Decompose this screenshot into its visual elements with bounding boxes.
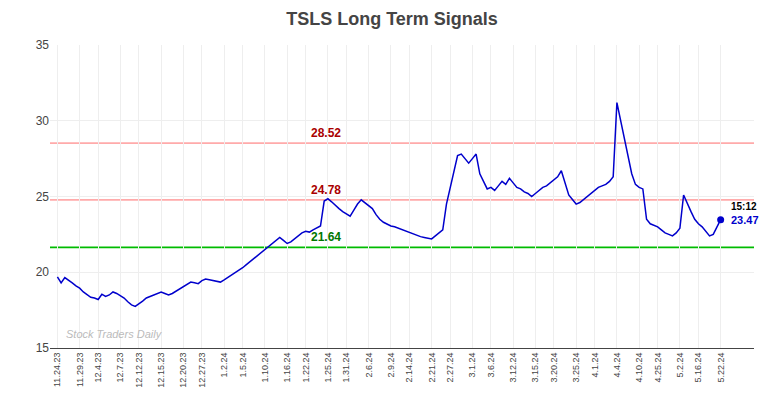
svg-text:2.21.24: 2.21.24	[427, 353, 437, 383]
svg-text:23.47: 23.47	[731, 214, 759, 226]
svg-text:12.7.23: 12.7.23	[115, 353, 125, 383]
svg-text:4.25.24: 4.25.24	[653, 353, 663, 383]
svg-text:3.25.24: 3.25.24	[571, 353, 581, 383]
svg-text:25: 25	[36, 190, 50, 204]
svg-text:TSLS Long Term Signals: TSLS Long Term Signals	[286, 9, 498, 29]
svg-text:12.20.23: 12.20.23	[178, 353, 188, 388]
svg-text:21.64: 21.64	[311, 230, 341, 244]
svg-text:3.1.24: 3.1.24	[467, 353, 477, 378]
svg-text:1.10.24: 1.10.24	[260, 353, 270, 383]
svg-text:35: 35	[36, 38, 50, 52]
svg-text:1.5.24: 1.5.24	[238, 353, 248, 378]
svg-text:12.4.23: 12.4.23	[93, 353, 103, 383]
svg-text:15:12: 15:12	[731, 201, 757, 212]
svg-text:1.2.24: 1.2.24	[219, 353, 229, 378]
svg-text:2.14.24: 2.14.24	[404, 353, 414, 383]
svg-text:1.22.24: 1.22.24	[301, 353, 311, 383]
svg-text:Stock Traders Daily: Stock Traders Daily	[66, 328, 163, 340]
svg-text:15: 15	[36, 341, 50, 355]
svg-text:1.16.24: 1.16.24	[282, 353, 292, 383]
svg-text:11.24.23: 11.24.23	[52, 353, 62, 387]
svg-text:3.12.24: 3.12.24	[508, 353, 518, 383]
svg-text:3.15.24: 3.15.24	[530, 353, 540, 383]
svg-text:5.16.24: 5.16.24	[693, 353, 703, 383]
svg-text:1.31.24: 1.31.24	[341, 353, 351, 383]
svg-text:20: 20	[36, 265, 50, 279]
svg-text:28.52: 28.52	[311, 126, 341, 140]
svg-text:4.4.24: 4.4.24	[612, 353, 622, 378]
svg-text:2.6.24: 2.6.24	[364, 353, 374, 378]
svg-text:3.6.24: 3.6.24	[486, 353, 496, 378]
svg-text:30: 30	[36, 114, 50, 128]
svg-text:5.22.24: 5.22.24	[716, 353, 726, 383]
svg-text:12.12.23: 12.12.23	[134, 353, 144, 388]
svg-text:24.78: 24.78	[311, 183, 341, 197]
svg-text:2.9.24: 2.9.24	[386, 353, 396, 378]
svg-text:2.27.24: 2.27.24	[445, 353, 455, 383]
svg-text:4.1.24: 4.1.24	[590, 353, 600, 378]
svg-text:5.2.24: 5.2.24	[675, 353, 685, 378]
svg-text:12.27.23: 12.27.23	[197, 353, 207, 388]
svg-text:1.25.24: 1.25.24	[323, 353, 333, 383]
svg-text:11.29.23: 11.29.23	[75, 353, 85, 387]
svg-text:3.20.24: 3.20.24	[549, 353, 559, 383]
svg-text:12.15.23: 12.15.23	[156, 353, 166, 388]
svg-text:4.10.24: 4.10.24	[634, 353, 644, 383]
